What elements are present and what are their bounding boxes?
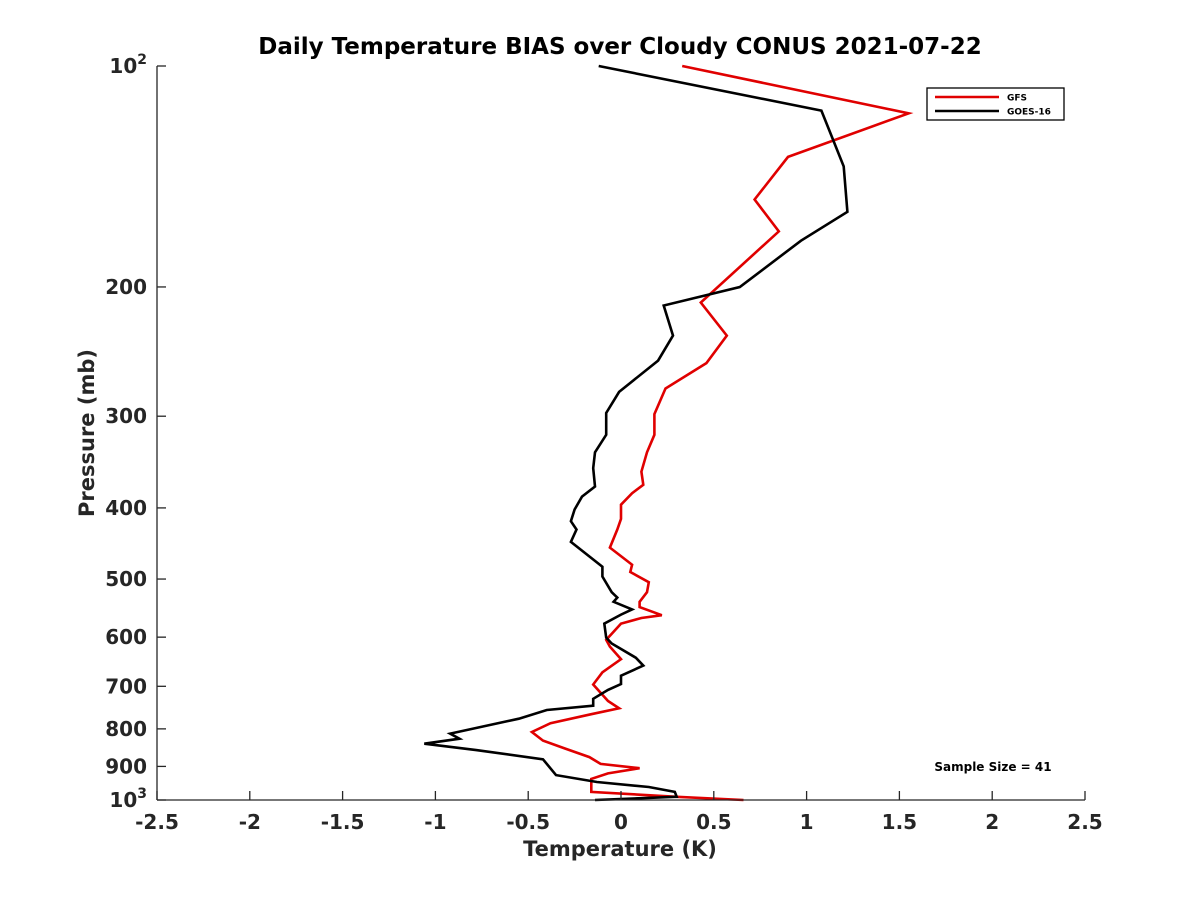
y-tick-label: 500 (105, 567, 147, 591)
chart-title: Daily Temperature BIAS over Cloudy CONUS… (258, 34, 981, 60)
y-tick-label: 900 (105, 754, 147, 778)
y-axis: 102 200 300 400 500 600 700 800 900 103 (105, 52, 166, 812)
x-tick-label: 1 (800, 810, 814, 834)
y-tick-label: 400 (105, 496, 147, 520)
legend: GFS GOES-16 (926, 87, 1065, 121)
x-tick-label: 0 (614, 810, 628, 834)
y-tick-label: 200 (105, 275, 147, 299)
x-axis-title: Temperature (K) (523, 837, 717, 861)
x-tick-label: 0.5 (696, 810, 731, 834)
series-line-gfs (529, 64, 914, 802)
x-axis: -2.5 -2 -1.5 -1 -0.5 0 0.5 1 1.5 2 2.5 (135, 791, 1103, 834)
x-tick-label: -1 (424, 810, 446, 834)
y-tick-label: 103 (109, 786, 147, 812)
legend-label-goes-16: GOES-16 (1007, 108, 1051, 118)
y-tick-label: 102 (109, 52, 147, 78)
sample-size-annotation: Sample Size = 41 (934, 760, 1051, 774)
series-line-goes-16 (424, 64, 849, 802)
x-tick-label: 2 (985, 810, 999, 834)
y-tick-label: 800 (105, 717, 147, 741)
y-axis-title: Pressure (mb) (75, 349, 99, 517)
plot-area (424, 64, 914, 802)
x-tick-label: -2.5 (135, 810, 179, 834)
legend-box (926, 87, 1065, 121)
x-tick-label: 2.5 (1067, 810, 1102, 834)
x-tick-label: -2 (239, 810, 261, 834)
legend-label-gfs: GFS (1007, 94, 1027, 104)
y-tick-label: 700 (105, 674, 147, 698)
y-tick-label: 600 (105, 625, 147, 649)
x-tick-label: -1.5 (321, 810, 365, 834)
x-tick-label: -0.5 (506, 810, 550, 834)
x-tick-label: 1.5 (882, 810, 917, 834)
y-tick-label: 300 (105, 404, 147, 428)
